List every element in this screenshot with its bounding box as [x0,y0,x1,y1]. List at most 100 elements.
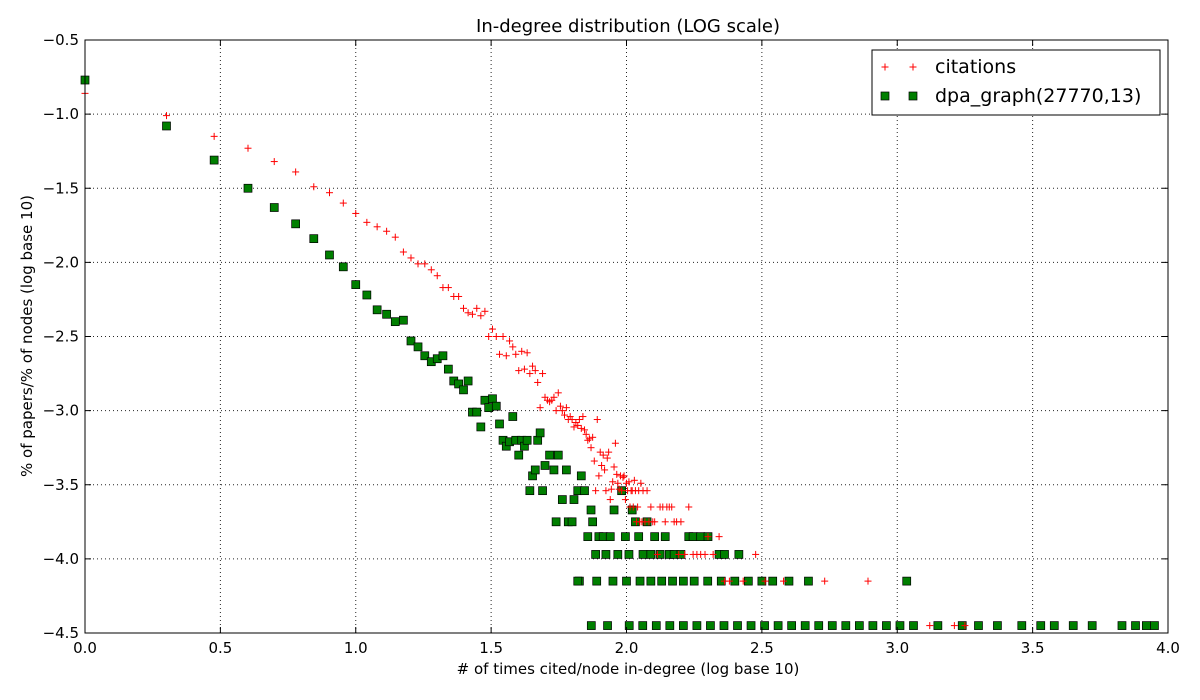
legend-marker-dpa-graph [908,91,918,101]
series-dpa-graph [80,75,1159,630]
citations-point [502,352,510,360]
dpa-graph-point [562,465,571,475]
y-tick-label: −4.0 [43,550,79,568]
citations-point [560,411,568,419]
citations-point [570,423,578,431]
dpa-graph-point [399,315,408,325]
citations-point [574,421,582,429]
citations-point [529,362,537,370]
citations-point [270,158,278,166]
citations-point [647,503,655,511]
dpa-graph-point [576,471,586,481]
citations-point [643,487,651,495]
citations-point [602,487,610,495]
dpa-graph-point [454,379,463,389]
dpa-graph-point [495,419,504,429]
citations-point [605,448,613,456]
dpa-graph-point [993,621,1002,630]
dpa-graph-point [624,550,634,559]
citations-point [637,479,645,487]
dpa-graph-point [689,576,699,586]
dpa-graph-point [269,203,279,212]
citations-point [601,466,609,474]
dpa-graph-point [638,550,648,559]
dpa-graph-point [567,517,577,527]
citations-point [661,518,669,526]
citations-point [363,218,371,226]
citations-point [584,436,592,444]
dpa-graph-point [538,486,547,496]
dpa-graph-point [660,532,670,541]
y-tick-label: −3.5 [43,476,79,494]
dpa-graph-point [243,183,253,193]
dpa-graph-point [209,155,219,165]
citations-point [625,478,633,486]
citations-point [520,365,528,373]
dpa-graph-point [651,621,661,630]
citations-point [499,333,507,340]
legend-label-citations: citations [935,56,1016,78]
x-tick-label: 2.0 [615,639,639,657]
x-tick-label: 3.5 [1021,639,1045,657]
citations-point [473,304,481,312]
dpa-graph-point [162,121,171,131]
dpa-graph-point [569,495,579,504]
dpa-graph-point [657,576,667,586]
citations-point [590,457,598,465]
citations-point [352,209,360,217]
x-tick-label: 1.0 [344,639,368,657]
dpa-graph-point [535,428,545,438]
dpa-graph-point [613,550,623,559]
dpa-graph-point [463,376,473,386]
citations-point [552,407,560,415]
citations-point [427,266,435,274]
dpa-graph-point [1150,621,1159,630]
dpa-graph-point [909,621,918,630]
citations-point [620,472,628,480]
citations-point [780,577,788,585]
citations-point [606,496,614,504]
dpa-graph-point [608,576,618,586]
citations-point [634,503,642,511]
dpa-graph-point [734,550,744,559]
legend-markers [880,63,918,101]
dpa-graph-point [525,486,535,496]
series-citations [81,89,969,630]
dpa-graph-point [634,532,644,541]
dpa-graph-point [480,395,490,405]
dpa-graph-point [627,505,637,515]
citations-point [373,223,381,231]
citations-point [162,112,170,120]
dpa-graph-point [362,290,372,300]
dpa-graph-point [650,532,660,541]
citations-point [523,349,531,357]
dpa-graph-point [787,621,797,630]
citations-point [575,416,583,424]
dpa-graph-point [1117,621,1127,630]
dpa-graph-point [621,532,630,541]
dpa-graph-point [696,532,706,541]
dpa-graph-point [692,621,702,630]
dpa-graph-point [476,422,486,432]
citations-point [582,430,590,438]
dpa-graph-point [1036,621,1046,630]
dpa-graph-point [372,305,382,315]
dpa-graph-point [551,517,561,527]
axis-tick-labels: 0.0 0.5 1.0 1.5 2.0 2.5 3.0 3.5 4.0 −0.5 −1.0 −1.5 −… [43,31,1180,657]
citations-point [821,577,829,585]
citations-point [864,577,872,585]
citations-point [752,550,760,558]
dpa-graph-point [706,621,715,630]
dpa-graph-point [508,412,518,421]
citations-point [292,168,300,176]
dpa-graph-point [638,621,648,630]
dpa-graph-point [484,403,494,413]
citations-point [596,448,604,456]
citations-point [391,233,399,241]
dpa-graph-point [533,435,543,445]
citations-point [477,312,485,320]
dpa-graph-point [679,621,688,630]
citations-point [488,325,496,333]
dpa-graph-point [827,621,837,630]
dpa-graph-point [720,550,729,559]
